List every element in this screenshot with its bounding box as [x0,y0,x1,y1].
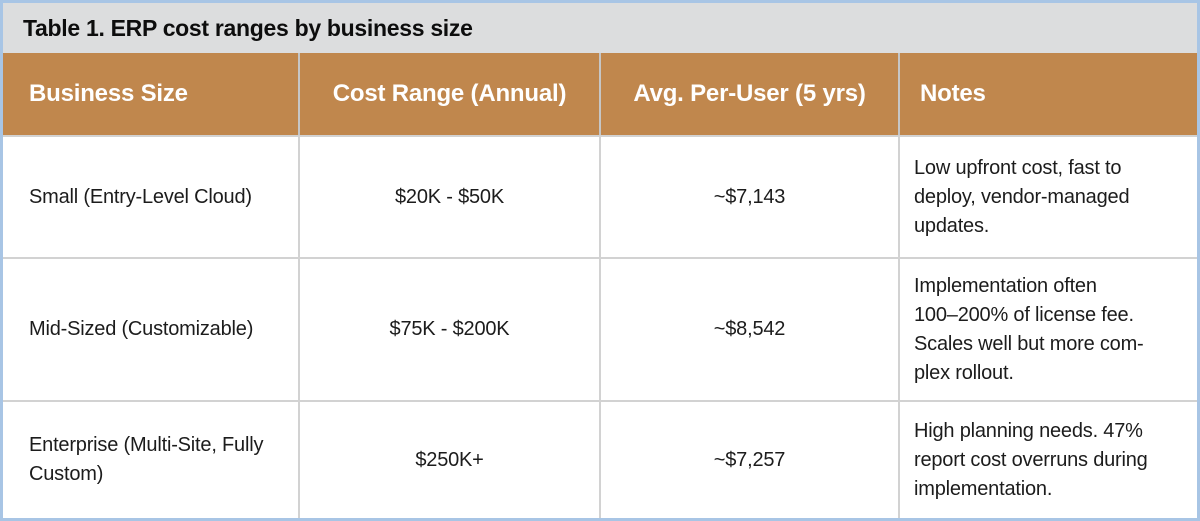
column-header-business-size: Business Size [3,53,300,135]
cell-text: $250K+ [415,448,484,471]
cell-text: Mid-Sized (Customizable) [29,318,254,340]
cell-business-size: Mid-Sized (Customizable) [3,257,300,400]
cell-cost-range: $75K - $200K [300,257,601,400]
cell-notes: Low upfront cost, fast to deploy, vendor… [900,135,1197,257]
notes-line: implementation. [914,477,1053,500]
cell-text-line: Enterprise (Multi-Site, Fully [29,434,264,456]
notes-line: Scales well but more com- [914,332,1144,355]
notes-line: updates. [914,214,990,237]
column-header-label: Cost Range (Annual) [332,80,567,107]
cell-text: $75K - $200K [389,318,510,340]
column-header-label: Notes [920,80,986,107]
cell-text: ~$7,257 [713,448,786,471]
cell-avg-per-user: ~$8,542 [601,257,900,400]
table-title-bar: Table 1. ERP cost ranges by business siz… [3,3,1197,53]
column-header-label: Business Size [29,80,188,107]
cell-text: ~$8,542 [713,318,786,340]
cell-cost-range: $20K - $50K [300,135,601,257]
notes-line: Low upfront cost, fast to [914,156,1122,179]
cell-text: ~$7,143 [713,185,786,208]
notes-line: report cost overruns during [914,448,1148,471]
cell-cost-range: $250K+ [300,400,601,518]
column-header-label: Avg. Per-User (5 yrs) [633,80,866,107]
notes-line: High planning needs. 47% [914,419,1143,442]
cell-notes: Implementation often 100–200% of license… [900,257,1197,400]
cell-text: $20K - $50K [395,185,504,208]
column-header-cost-range: Cost Range (Annual) [300,53,601,135]
cell-business-size: Small (Entry-Level Cloud) [3,135,300,257]
notes-line: plex rollout. [914,361,1014,384]
column-header-notes: Notes [900,53,1197,135]
cell-business-size: Enterprise (Multi-Site, Fully Custom) [3,400,300,518]
cell-avg-per-user: ~$7,257 [601,400,900,518]
notes-line: deploy, vendor-managed [914,185,1130,208]
notes-line: 100–200% of license fee. [914,303,1134,326]
cell-text: Small (Entry-Level Cloud) [29,185,252,208]
cell-notes: High planning needs. 47% report cost ove… [900,400,1197,518]
table-grid: Business Size Cost Range (Annual) Avg. P… [3,53,1197,518]
notes-line: Implementation often [914,274,1097,297]
column-header-avg-per-user: Avg. Per-User (5 yrs) [601,53,900,135]
cell-text-line: Custom) [29,463,104,485]
table-title: Table 1. ERP cost ranges by business siz… [23,14,473,41]
cell-avg-per-user: ~$7,143 [601,135,900,257]
